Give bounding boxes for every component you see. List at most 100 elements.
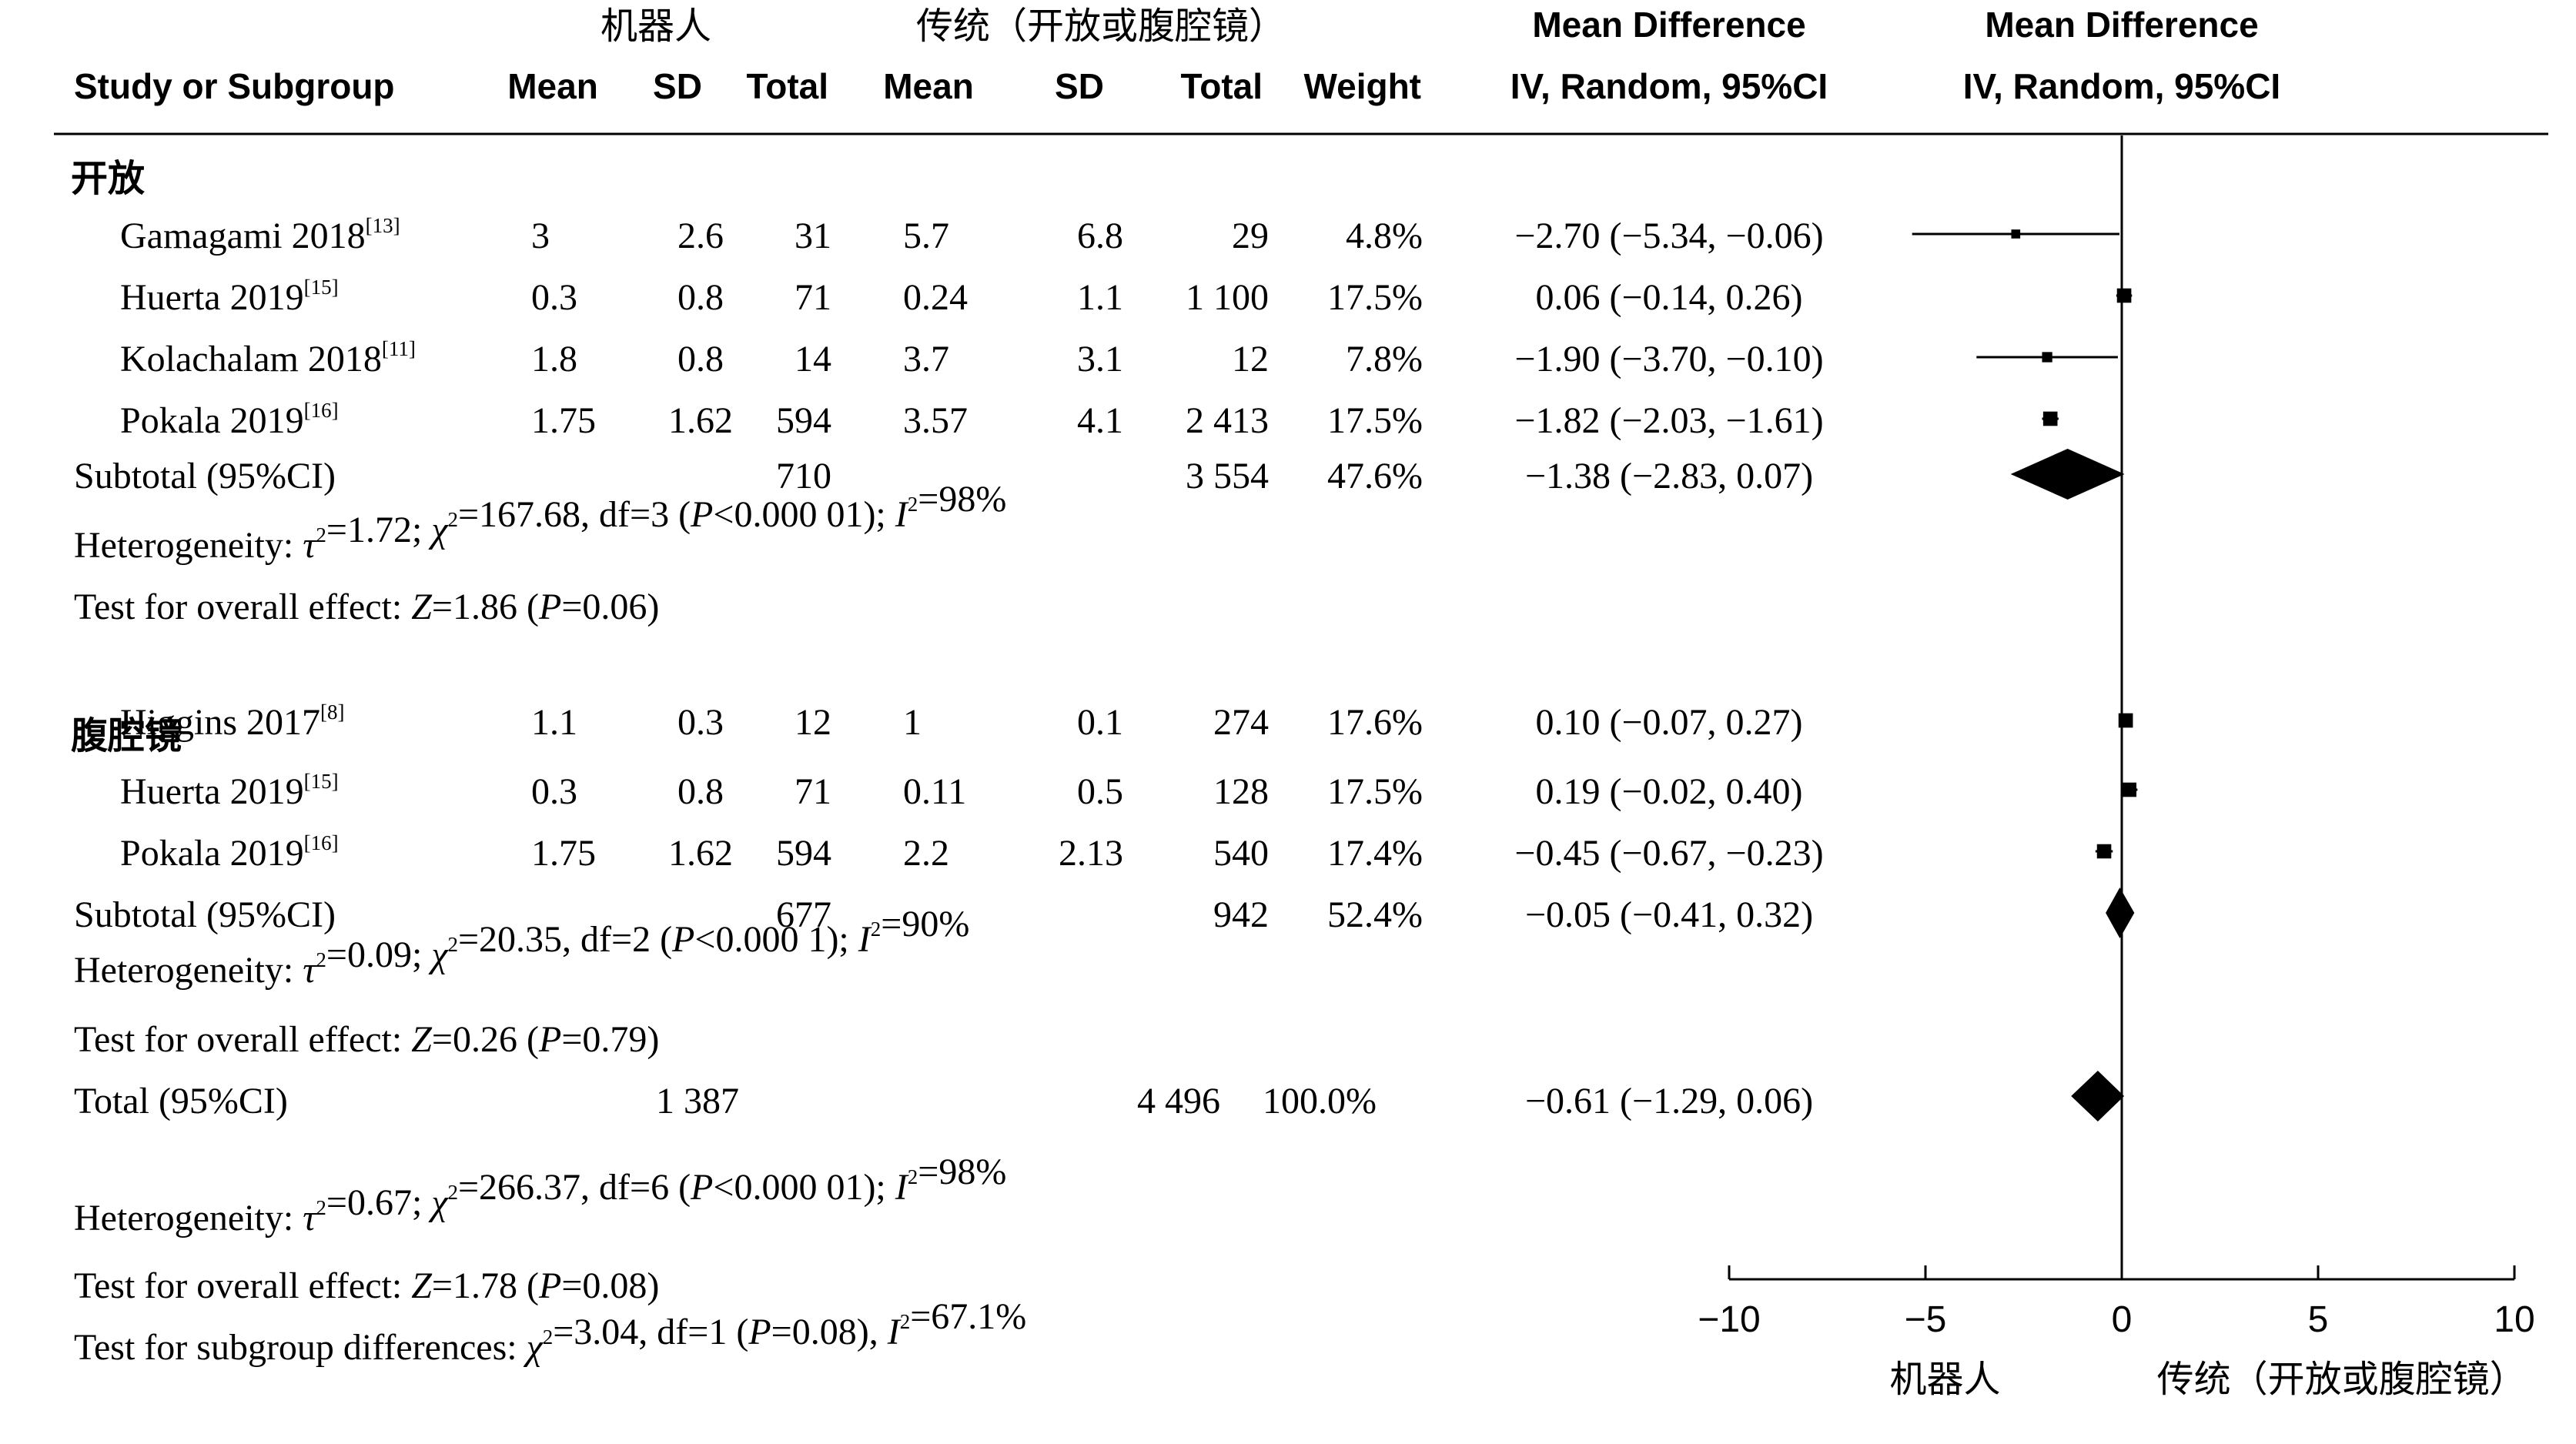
subtotal-total2: 3 554 <box>1186 456 1269 496</box>
col-sd2-header: SD <box>1055 66 1104 106</box>
total2-cell: 274 <box>1213 702 1269 743</box>
weight-cell: 17.5% <box>1327 771 1423 812</box>
ci-cell: 0.19 (−0.02, 0.40) <box>1535 771 1802 812</box>
mean2-cell: 0.24 <box>903 277 968 318</box>
col-total1-header: Total <box>747 66 828 106</box>
sd1-cell: 0.8 <box>677 771 724 812</box>
subtotal-ci: −1.38 (−2.83, 0.07) <box>1525 456 1813 496</box>
sd2-cell: 4.1 <box>1077 400 1123 441</box>
total1-cell: 71 <box>795 771 831 812</box>
subtotal-total1: 710 <box>776 456 831 496</box>
study-name: Huerta 2019[15] <box>120 276 339 318</box>
mean2-cell: 0.11 <box>903 771 966 812</box>
col-weight-header: Weight <box>1304 66 1421 106</box>
weight-cell: 4.8% <box>1346 216 1423 256</box>
plot-title-header: Mean Difference <box>1985 5 2258 45</box>
total2-cell: 1 100 <box>1186 277 1269 318</box>
group1-header: 机器人 <box>601 5 711 48</box>
total2-cell: 29 <box>1232 216 1269 256</box>
study-name: Gamagami 2018[13] <box>120 214 400 256</box>
sd2-cell: 2.13 <box>1059 833 1123 874</box>
ci-cell: −1.90 (−3.70, −0.10) <box>1514 339 1823 379</box>
sd1-cell: 0.3 <box>677 702 724 743</box>
mean1-cell: 0.3 <box>531 277 577 318</box>
heterogeneity-text: Heterogeneity: τ2=1.72; χ2=167.68, df=3 … <box>74 479 1006 566</box>
point-estimate <box>2122 782 2137 797</box>
total1-cell: 594 <box>776 400 831 441</box>
sd1-cell: 0.8 <box>677 277 724 318</box>
total1-cell: 71 <box>795 277 831 318</box>
col-mean2-header: Mean <box>883 66 974 106</box>
total2-cell: 2 413 <box>1186 400 1269 441</box>
sd2-cell: 6.8 <box>1077 216 1123 256</box>
weight-cell: 17.5% <box>1327 277 1423 318</box>
sd1-cell: 0.8 <box>677 339 724 379</box>
total1-cell: 31 <box>795 216 831 256</box>
mean1-cell: 1.75 <box>531 833 596 874</box>
subtotal-weight: 52.4% <box>1327 894 1423 935</box>
subtotal-label: Subtotal (95%CI) <box>74 456 336 496</box>
overall-effect-text: Test for overall effect: Z=1.86 (P=0.06) <box>74 587 659 627</box>
ci-cell: −1.82 (−2.03, −1.61) <box>1514 400 1823 441</box>
weight-cell: 17.5% <box>1327 400 1423 441</box>
subtotal-diamond <box>2010 449 2125 500</box>
table-rows: 开放 Gamagami 2018[13] 3 2.6 31 5.7 6.8 29 4.8% −2.… <box>71 157 1824 1368</box>
subgroup-heading: 腹腔镜 <box>71 714 182 757</box>
sd2-cell: 3.1 <box>1077 339 1123 379</box>
point-estimate <box>2116 288 2132 303</box>
subtotal-ci: −0.05 (−0.41, 0.32) <box>1525 894 1813 935</box>
ci-cell: 0.10 (−0.07, 0.27) <box>1535 702 1802 743</box>
col-total2-header: Total <box>1181 66 1263 106</box>
x-tick-label: 10 <box>2494 1299 2534 1340</box>
total-overall-effect-text: Test for overall effect: Z=1.78 (P=0.08) <box>74 1265 659 1306</box>
weight-cell: 7.8% <box>1346 339 1423 379</box>
total-total2: 4 496 <box>1137 1081 1220 1121</box>
total-diamond <box>2071 1071 2125 1121</box>
mean2-cell: 2.2 <box>903 833 949 874</box>
total1-cell: 14 <box>795 339 831 379</box>
md-title-header: Mean Difference <box>1532 5 1805 45</box>
point-estimate <box>2096 844 2112 859</box>
mean1-cell: 1.1 <box>531 702 577 743</box>
heterogeneity-text: Heterogeneity: τ2=0.09; χ2=20.35, df=2 (… <box>74 904 969 991</box>
total1-cell: 12 <box>795 702 831 743</box>
subtotal-total1: 677 <box>776 894 831 935</box>
sd1-cell: 2.6 <box>677 216 724 256</box>
sd2-cell: 0.1 <box>1077 702 1123 743</box>
mean1-cell: 1.75 <box>531 400 596 441</box>
mean1-cell: 3 <box>531 216 550 256</box>
total-total1: 1 387 <box>656 1081 739 1121</box>
x-tick-label: −5 <box>1905 1299 1947 1340</box>
plot-area: −10 −5 0 5 10 机器人 传统（开放或腹腔镜） <box>1698 135 2535 1401</box>
md-method-header: IV, Random, 95%CI <box>1510 66 1828 106</box>
total1-cell: 594 <box>776 833 831 874</box>
total-label: Total (95%CI) <box>74 1081 288 1121</box>
total2-cell: 12 <box>1232 339 1269 379</box>
col-mean1-header: Mean <box>507 66 598 106</box>
mean1-cell: 0.3 <box>531 771 577 812</box>
favours-left-label: 机器人 <box>1889 1358 2000 1401</box>
plot-method-header: IV, Random, 95%CI <box>1963 66 2280 106</box>
study-name: Higgins 2017[8] <box>120 700 345 743</box>
subtotal-total2: 942 <box>1213 894 1269 935</box>
point-estimate <box>2042 352 2052 363</box>
study-name: Pokala 2019[16] <box>120 831 339 874</box>
ci-cell: −2.70 (−5.34, −0.06) <box>1514 216 1823 256</box>
study-name: Pokala 2019[16] <box>120 399 339 441</box>
study-name: Huerta 2019[15] <box>120 770 339 812</box>
subtotal-weight: 47.6% <box>1327 456 1423 496</box>
weight-cell: 17.6% <box>1327 702 1423 743</box>
total-heterogeneity-text: Heterogeneity: τ2=0.67; χ2=266.37, df=6 … <box>74 1152 1006 1238</box>
group2-header: 传统（开放或腹腔镜） <box>916 5 1286 48</box>
sd1-cell: 1.62 <box>668 833 733 874</box>
mean2-cell: 3.57 <box>903 400 968 441</box>
total2-cell: 540 <box>1213 833 1269 874</box>
mean2-cell: 1 <box>903 702 922 743</box>
study-name: Kolachalam 2018[11] <box>120 337 416 379</box>
subtotal-diamond <box>2106 887 2135 938</box>
col-sd1-header: SD <box>653 66 702 106</box>
x-tick-label: 0 <box>2112 1299 2133 1340</box>
subgroup-differences-text: Test for subgroup differences: χ2=3.04, … <box>74 1296 1026 1368</box>
col-study-header: Study or Subgroup <box>74 66 395 106</box>
ci-cell: −0.45 (−0.67, −0.23) <box>1514 833 1823 874</box>
